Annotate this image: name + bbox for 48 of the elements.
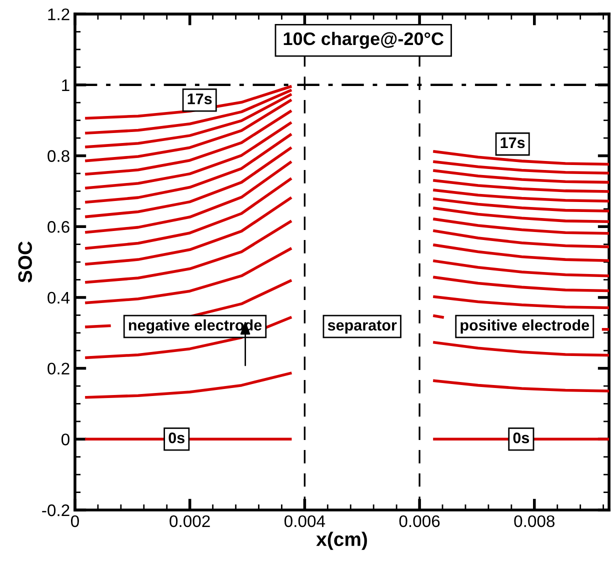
line-series (433, 169, 610, 184)
y-tick-label: 0 (61, 434, 70, 446)
line-series (433, 150, 610, 166)
x-tick-label: 0.006 (399, 515, 440, 528)
annotation: 0s (513, 432, 530, 444)
line-series (433, 260, 610, 278)
line-series (85, 110, 292, 176)
line-series (85, 146, 292, 218)
y-tick-label: 0.6 (48, 221, 70, 233)
line-series (85, 196, 292, 266)
y-tick-label: 1.2 (48, 8, 70, 20)
y-tick-label: -0.2 (42, 504, 70, 516)
line-series (433, 244, 610, 262)
line-series (85, 248, 292, 304)
line-series (85, 93, 292, 148)
y-tick-label: 0.2 (48, 362, 70, 375)
y-tick-label: 0.4 (48, 292, 70, 304)
line-series (433, 206, 610, 224)
line-series (433, 188, 610, 202)
line-series (85, 372, 292, 399)
x-tick-label: 0.004 (284, 515, 326, 528)
line-series (433, 218, 610, 235)
text: 10C charge@-20°C (284, 32, 444, 49)
y-tick-label: 0.8 (48, 150, 70, 162)
annotation: 17s (188, 94, 212, 104)
y-axis-title: SOC (18, 241, 32, 283)
annotation: positive electrode (460, 319, 590, 334)
line-series (85, 133, 292, 204)
line-series (433, 160, 610, 175)
line-series (85, 178, 292, 250)
annotation: 0s (168, 432, 184, 444)
x-axis-title: x(cm) (316, 532, 367, 550)
line-series (85, 161, 292, 234)
x-tick-label: 0 (70, 515, 79, 528)
line-series (433, 295, 610, 310)
annotation: separator (328, 320, 397, 334)
line-series (433, 198, 610, 212)
line-series (85, 220, 292, 284)
line-series (85, 122, 292, 190)
x-tick-label: 0.008 (514, 515, 555, 528)
line-series (433, 179, 610, 193)
annotation: 17s (500, 138, 525, 148)
x-tick-label: 0.002 (170, 515, 210, 528)
line-series (433, 229, 610, 248)
line-series (433, 276, 610, 292)
line-series (433, 379, 610, 392)
line-series (433, 341, 610, 357)
y-tick-label: 1 (62, 79, 70, 91)
